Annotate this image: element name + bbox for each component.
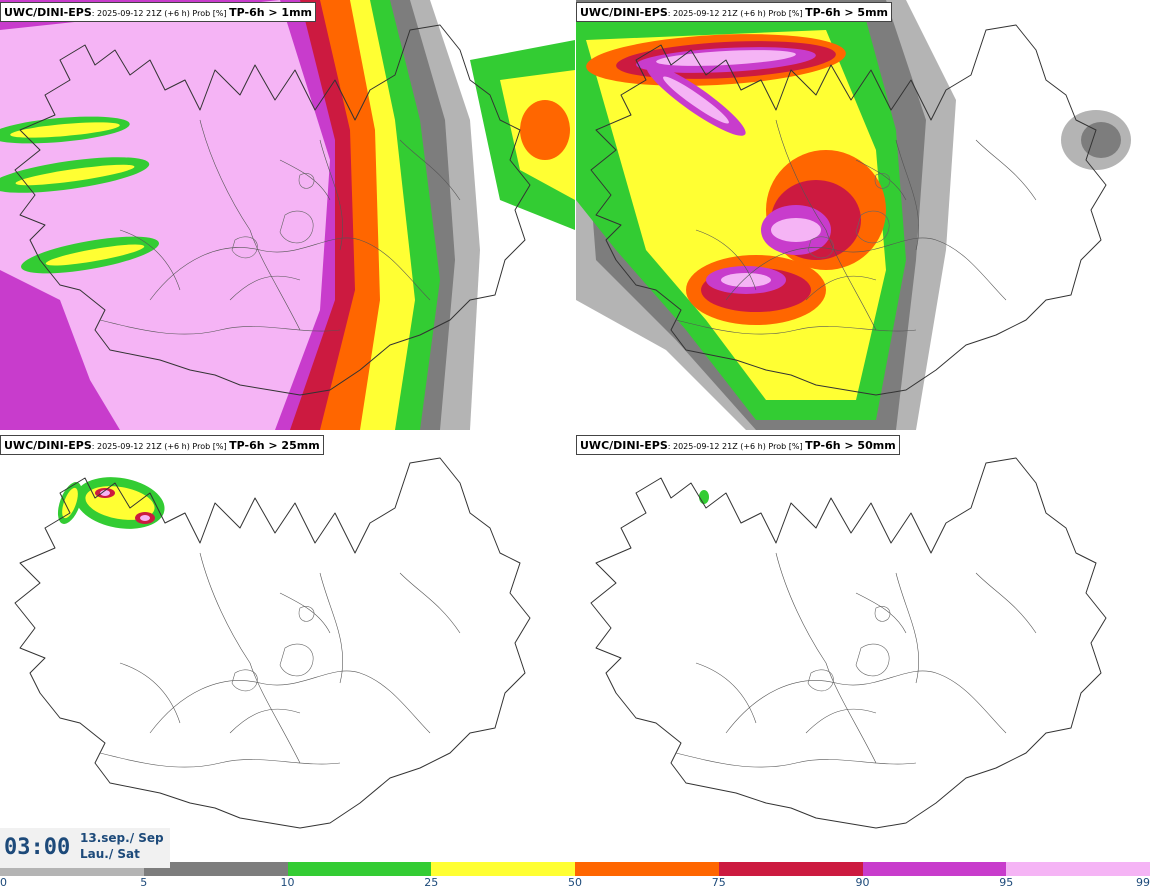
precip-probability-map — [576, 0, 1131, 430]
precip-probability-map — [0, 0, 575, 430]
colorbar-segment — [287, 862, 432, 876]
map-panel-tp6h-50mm: UWC/DINI-EPS: 2025-09-12 21Z (+6 h) Prob… — [576, 433, 1150, 863]
run-info: : 2025-09-12 21Z (+6 h) Prob [%] — [91, 442, 230, 451]
valid-date-line1: 13.sep./ Sep — [80, 831, 164, 845]
colorbar-tick-label: 90 — [855, 876, 870, 889]
colorbar-tick-label: 75 — [711, 876, 726, 889]
run-info: : 2025-09-12 21Z (+6 h) Prob [%] — [667, 442, 806, 451]
threshold-label: TP-6h > 50mm — [805, 439, 896, 452]
model-name: UWC/DINI-EPS — [4, 6, 92, 19]
probability-colorbar — [0, 862, 1150, 876]
model-name: UWC/DINI-EPS — [580, 439, 668, 452]
colorbar-segment — [1006, 862, 1150, 876]
colorbar-segment — [575, 862, 720, 876]
colorbar-segment — [718, 862, 863, 876]
colorbar-tick-labels: 0 5 10 25 50 75 90 95 99 — [0, 876, 1150, 891]
panel-title: UWC/DINI-EPS: 2025-09-12 21Z (+6 h) Prob… — [576, 435, 900, 455]
model-name: UWC/DINI-EPS — [580, 6, 668, 19]
panel-title: UWC/DINI-EPS: 2025-09-12 21Z (+6 h) Prob… — [0, 435, 324, 455]
panel-title: UWC/DINI-EPS: 2025-09-12 21Z (+6 h) Prob… — [576, 2, 893, 22]
panel-title: UWC/DINI-EPS: 2025-09-12 21Z (+6 h) Prob… — [0, 2, 317, 22]
valid-time-box: 03:00 13.sep./ Sep Lau./ Sat — [0, 828, 170, 868]
threshold-label: TP-6h > 5mm — [805, 6, 889, 19]
precip-probability-map — [14, 457, 531, 829]
colorbar-segment — [143, 862, 288, 876]
colorbar-tick-label: 10 — [280, 876, 295, 889]
colorbar-tick-label: 50 — [568, 876, 582, 889]
valid-time-clock: 03:00 — [4, 835, 71, 860]
colorbar-tick-label: 0 — [0, 876, 7, 889]
threshold-label: TP-6h > 25mm — [229, 439, 320, 452]
colorbar-tick-label: 5 — [140, 876, 148, 889]
colorbar-tick-label: 25 — [424, 876, 439, 889]
run-info: : 2025-09-12 21Z (+6 h) Prob [%] — [667, 9, 806, 18]
model-name: UWC/DINI-EPS — [4, 439, 92, 452]
colorbar-segment — [431, 862, 576, 876]
map-panel-tp6h-1mm: UWC/DINI-EPS: 2025-09-12 21Z (+6 h) Prob… — [0, 0, 575, 430]
valid-date: 13.sep./ Sep Lau./ Sat — [80, 830, 164, 862]
precip-probability-map — [590, 457, 1107, 829]
colorbar-segment — [862, 862, 1007, 876]
map-panel-tp6h-25mm: UWC/DINI-EPS: 2025-09-12 21Z (+6 h) Prob… — [0, 433, 575, 863]
colorbar-tick-label: 99 — [1136, 876, 1150, 889]
threshold-label: TP-6h > 1mm — [229, 6, 313, 19]
valid-date-line2: Lau./ Sat — [80, 847, 140, 861]
run-info: : 2025-09-12 21Z (+6 h) Prob [%] — [91, 9, 230, 18]
map-panel-tp6h-5mm: UWC/DINI-EPS: 2025-09-12 21Z (+6 h) Prob… — [576, 0, 1150, 430]
colorbar-tick-label: 95 — [999, 876, 1014, 889]
